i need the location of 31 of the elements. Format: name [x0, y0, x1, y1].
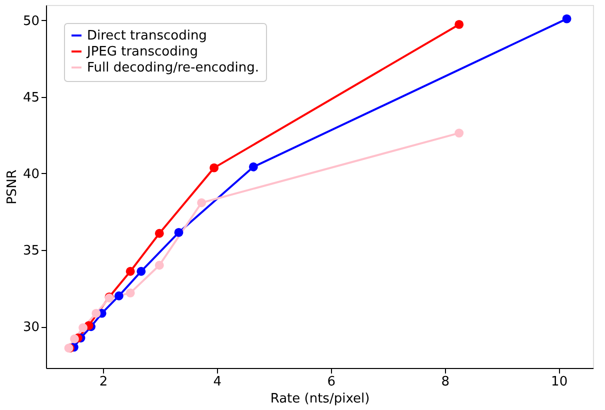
legend-label: Direct transcoding: [87, 28, 207, 44]
y-tick-label: 40: [22, 166, 40, 182]
point: [136, 266, 146, 276]
x-axis-title: Rate (nts/pixel): [270, 392, 370, 406]
point: [78, 323, 88, 332]
point: [454, 128, 464, 138]
point: [154, 228, 164, 238]
x-tick-label: 6: [327, 374, 336, 390]
y-tick-label: 45: [22, 90, 40, 106]
point: [126, 288, 135, 298]
y-axis-title: PSNR: [4, 170, 20, 204]
y-tick-label: 35: [22, 244, 40, 259]
point: [154, 260, 164, 270]
y-tick-label: 50: [22, 14, 40, 29]
x-tick-label: 4: [213, 374, 222, 390]
point: [70, 334, 79, 344]
point: [454, 20, 464, 29]
x-tick-label: 10: [551, 374, 568, 390]
legend-label: Full decoding/re-encoding.: [87, 60, 260, 76]
point: [126, 266, 135, 276]
point: [92, 308, 101, 318]
point: [248, 162, 258, 172]
y-tick-label: 30: [22, 320, 40, 336]
point: [562, 14, 572, 24]
x-tick-label: 2: [99, 374, 108, 390]
point: [114, 291, 124, 300]
legend-label: JPEG transcoding: [86, 44, 198, 60]
point: [197, 198, 206, 208]
point: [174, 228, 184, 237]
point: [210, 163, 219, 172]
x-tick-label: 8: [441, 374, 450, 390]
